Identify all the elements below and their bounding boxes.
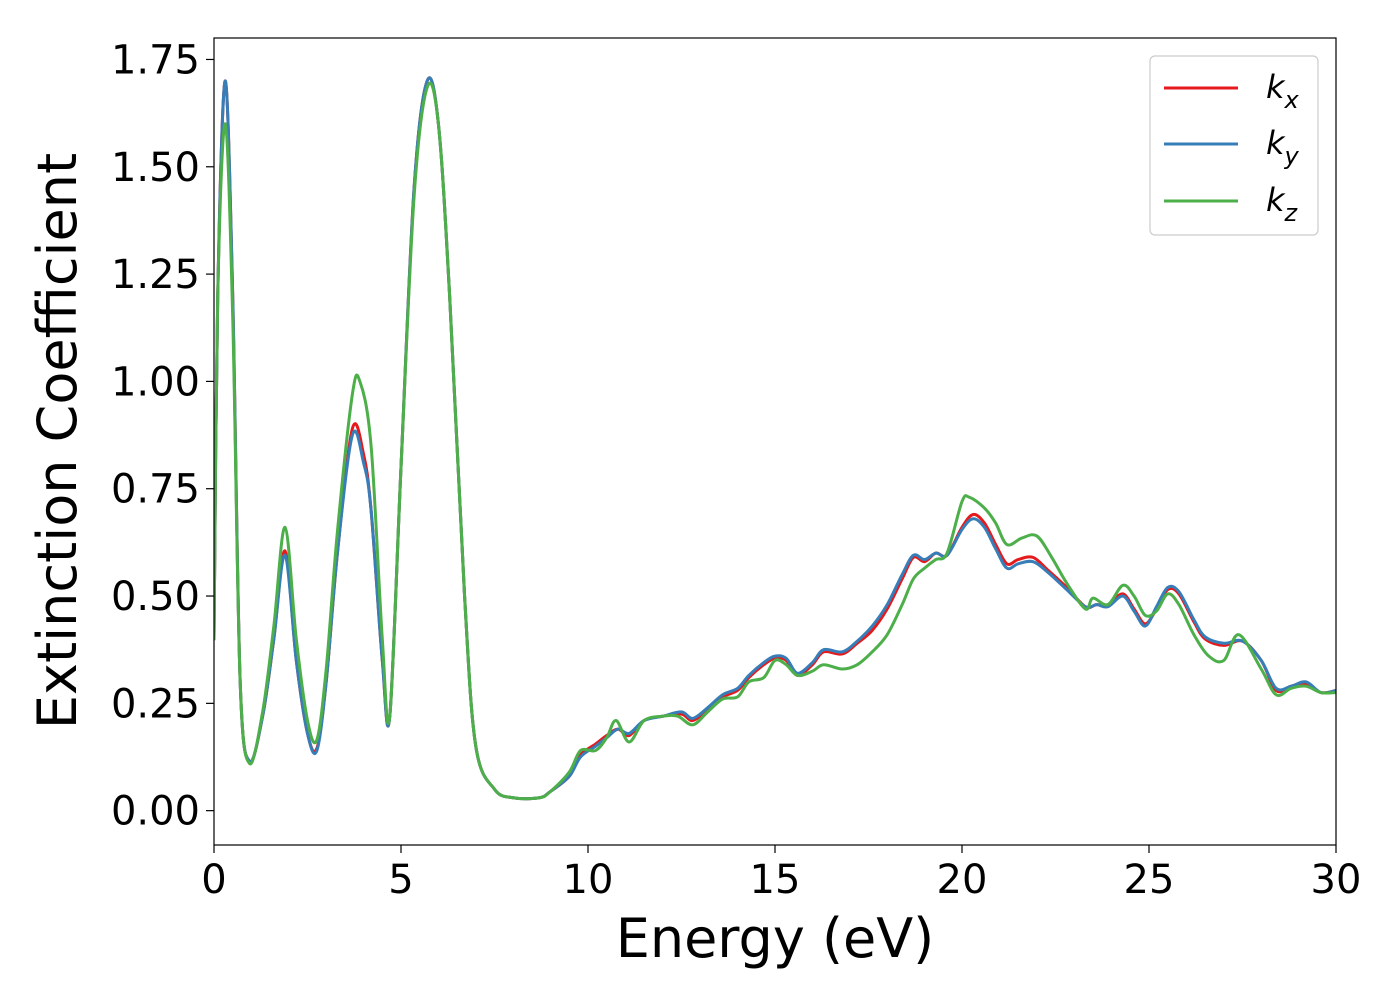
legend-label-base: k <box>1266 68 1286 106</box>
x-axis-label: Energy (eV) <box>616 907 935 970</box>
legend-label-subscript: y <box>1284 142 1300 170</box>
legend-label-ky: ky <box>1266 124 1300 170</box>
series-layer <box>214 76 1336 801</box>
y-tick-label: 1.25 <box>111 252 200 298</box>
series-line-ky <box>214 76 1336 801</box>
legend-label-kx: kx <box>1266 68 1300 114</box>
x-tick-label: 25 <box>1124 857 1175 903</box>
legend-label-subscript: z <box>1284 199 1299 227</box>
y-tick-label: 1.50 <box>111 145 200 191</box>
legend-label-base: k <box>1266 124 1286 162</box>
y-tick-label: 0.75 <box>111 467 200 513</box>
x-tick-label: 30 <box>1311 857 1362 903</box>
x-tick-label: 20 <box>937 857 988 903</box>
y-tick-label: 0.25 <box>111 681 200 727</box>
legend-label-subscript: x <box>1284 86 1300 114</box>
x-tick-label: 15 <box>750 857 801 903</box>
series-line-kz <box>214 81 1336 801</box>
x-tick-label: 10 <box>563 857 614 903</box>
x-tick-label: 0 <box>201 857 226 903</box>
y-axis-label: Extinction Coefficient <box>26 153 89 729</box>
y-tick-label: 1.75 <box>111 37 200 83</box>
x-tick-label: 5 <box>388 857 413 903</box>
y-tick-label: 0.00 <box>111 789 200 835</box>
ticks-layer: 0 5 10 15 20 25 30 0.00 0.25 0.50 0.75 1.00 1.25 1.50… <box>111 37 1362 903</box>
y-tick-label: 1.00 <box>111 359 200 405</box>
legend-label-base: k <box>1266 181 1286 219</box>
legend-label-kz: kz <box>1266 181 1299 227</box>
y-tick-label: 0.50 <box>111 574 200 620</box>
